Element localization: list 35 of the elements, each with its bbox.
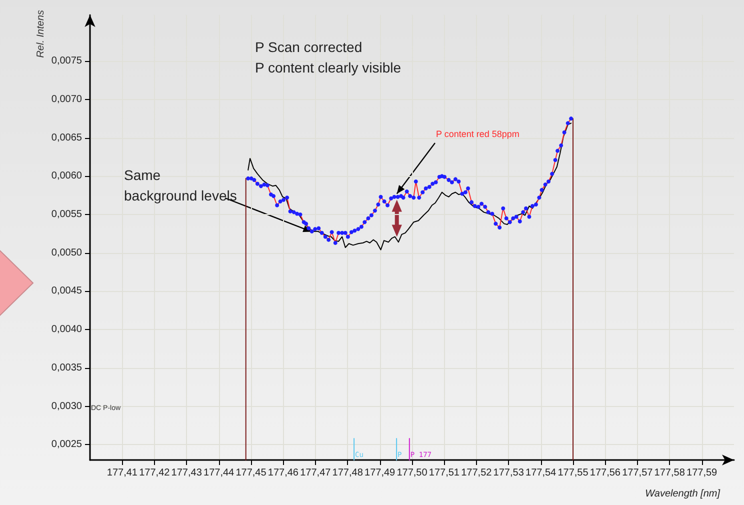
y-tick-label: 0,0030	[51, 400, 82, 412]
y-axis-title: Rel. Intens	[36, 10, 46, 58]
x-tick-label: 177,53	[493, 468, 524, 478]
x-tick-label: 177,44	[204, 468, 235, 478]
y-tick-label: 0,0045	[51, 286, 82, 297]
y-tick-label: 0,0035	[51, 362, 82, 374]
y-tick-label: 0,0070	[51, 94, 82, 105]
y-tick-label: 0,0065	[51, 132, 82, 144]
y-tick-label: 0,0025	[51, 439, 82, 450]
annotation: P Scan corrected P content clearly visible	[255, 39, 402, 76]
x-tick-label: 177,42	[139, 468, 170, 478]
y-tick-label: 0,0040	[51, 324, 82, 336]
x-tick-label: 177,56	[590, 468, 621, 478]
x-tick-label: 177,50	[396, 468, 428, 478]
x-tick-label: 177,52	[461, 468, 492, 478]
annotation: P content red 58ppm	[436, 129, 520, 139]
y-tick-label: 0,0050	[51, 247, 82, 258]
x-tick-label: 177,58	[654, 468, 686, 478]
x-tick-label: 177,43	[171, 468, 202, 478]
x-tick-label: 177,57	[622, 468, 654, 478]
x-tick-label: 177,54	[526, 468, 557, 478]
annotation: Same background levels	[124, 167, 237, 204]
y-tick-label: 0,0060	[51, 170, 82, 182]
x-tick-label: 177,48	[332, 468, 364, 478]
y-tick-label: 0,0075	[51, 56, 82, 67]
y-tick-label: 0,0055	[51, 208, 82, 220]
x-tick-label: 177,55	[558, 468, 589, 478]
x-tick-label: 177,47	[300, 468, 332, 478]
x-tick-label: 177,59	[686, 468, 718, 478]
x-tick-label: 177,45	[236, 468, 267, 478]
x-axis-title: Wavelength [nm]	[645, 488, 720, 500]
x-tick-label: 177,46	[268, 468, 299, 478]
x-tick-label: 177,49	[364, 468, 396, 478]
x-tick-label: 177,51	[428, 468, 460, 478]
x-tick-label: 177,41	[106, 468, 138, 478]
